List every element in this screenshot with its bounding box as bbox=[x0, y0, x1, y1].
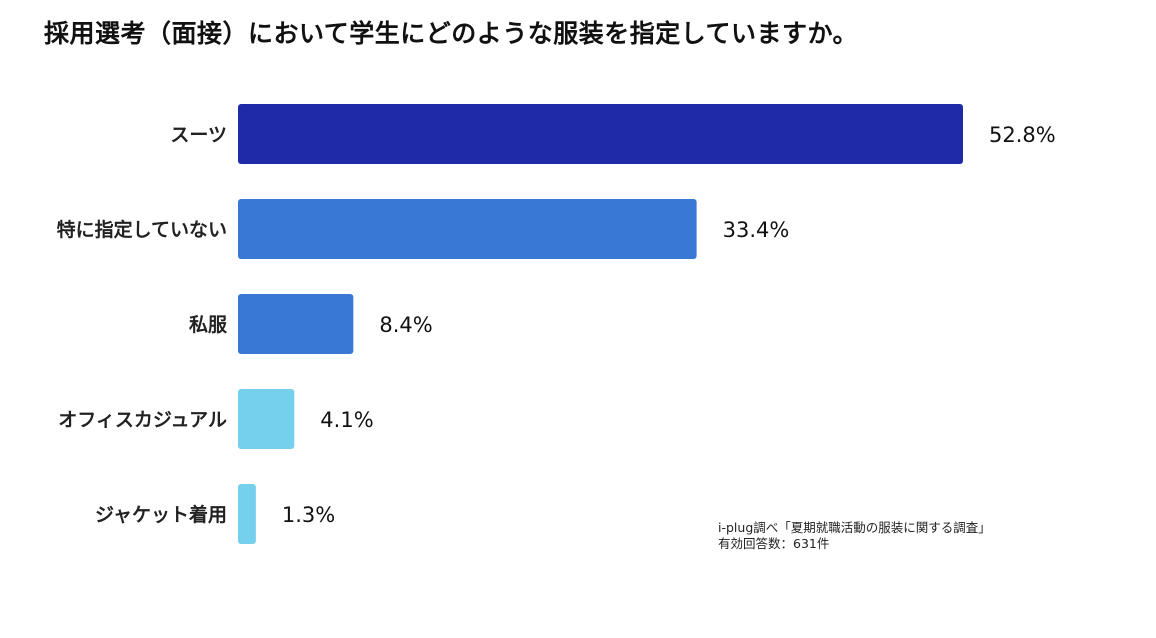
value-label-4: 4.1% bbox=[320, 408, 373, 432]
category-label-2: 特に指定していない bbox=[57, 218, 227, 241]
value-label-1: 52.8% bbox=[989, 123, 1056, 147]
bar-5 bbox=[238, 484, 256, 544]
chart-title: 採用選考（面接）において学生にどのような服装を指定していますか。 bbox=[44, 19, 859, 48]
value-label-2: 33.4% bbox=[723, 218, 790, 242]
source-note: i-plug調べ「夏期就職活動の服装に関する調査」 有効回答数：631件 bbox=[718, 520, 991, 552]
value-label-3: 8.4% bbox=[379, 313, 432, 337]
category-label-1: スーツ bbox=[170, 124, 227, 146]
category-label-4: オフィスカジュアル bbox=[58, 409, 227, 431]
category-label-5: ジャケット着用 bbox=[95, 503, 227, 526]
source-line-2: 有効回答数：631件 bbox=[718, 536, 830, 551]
value-label-5: 1.3% bbox=[282, 503, 335, 527]
category-label-3: 私服 bbox=[189, 314, 228, 336]
bar-2 bbox=[238, 199, 697, 259]
bar-3 bbox=[238, 294, 354, 354]
source-line-1: i-plug調べ「夏期就職活動の服装に関する調査」 bbox=[718, 520, 991, 535]
bar-4 bbox=[238, 389, 295, 449]
bar-1 bbox=[238, 104, 963, 164]
